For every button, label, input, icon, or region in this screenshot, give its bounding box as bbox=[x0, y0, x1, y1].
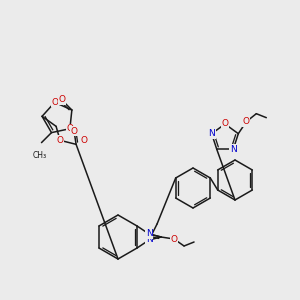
Text: O: O bbox=[58, 95, 65, 104]
Text: O: O bbox=[66, 124, 74, 133]
Text: CH₃: CH₃ bbox=[32, 151, 46, 160]
Text: O: O bbox=[221, 119, 229, 128]
Text: N: N bbox=[230, 145, 237, 154]
Text: O: O bbox=[70, 127, 78, 136]
Text: N: N bbox=[208, 129, 215, 138]
Text: O: O bbox=[171, 235, 178, 244]
Text: O: O bbox=[81, 136, 88, 145]
Text: O: O bbox=[51, 98, 58, 107]
Text: N: N bbox=[146, 236, 152, 244]
Text: O: O bbox=[243, 117, 250, 126]
Text: N: N bbox=[146, 230, 152, 238]
Text: O: O bbox=[57, 136, 64, 145]
